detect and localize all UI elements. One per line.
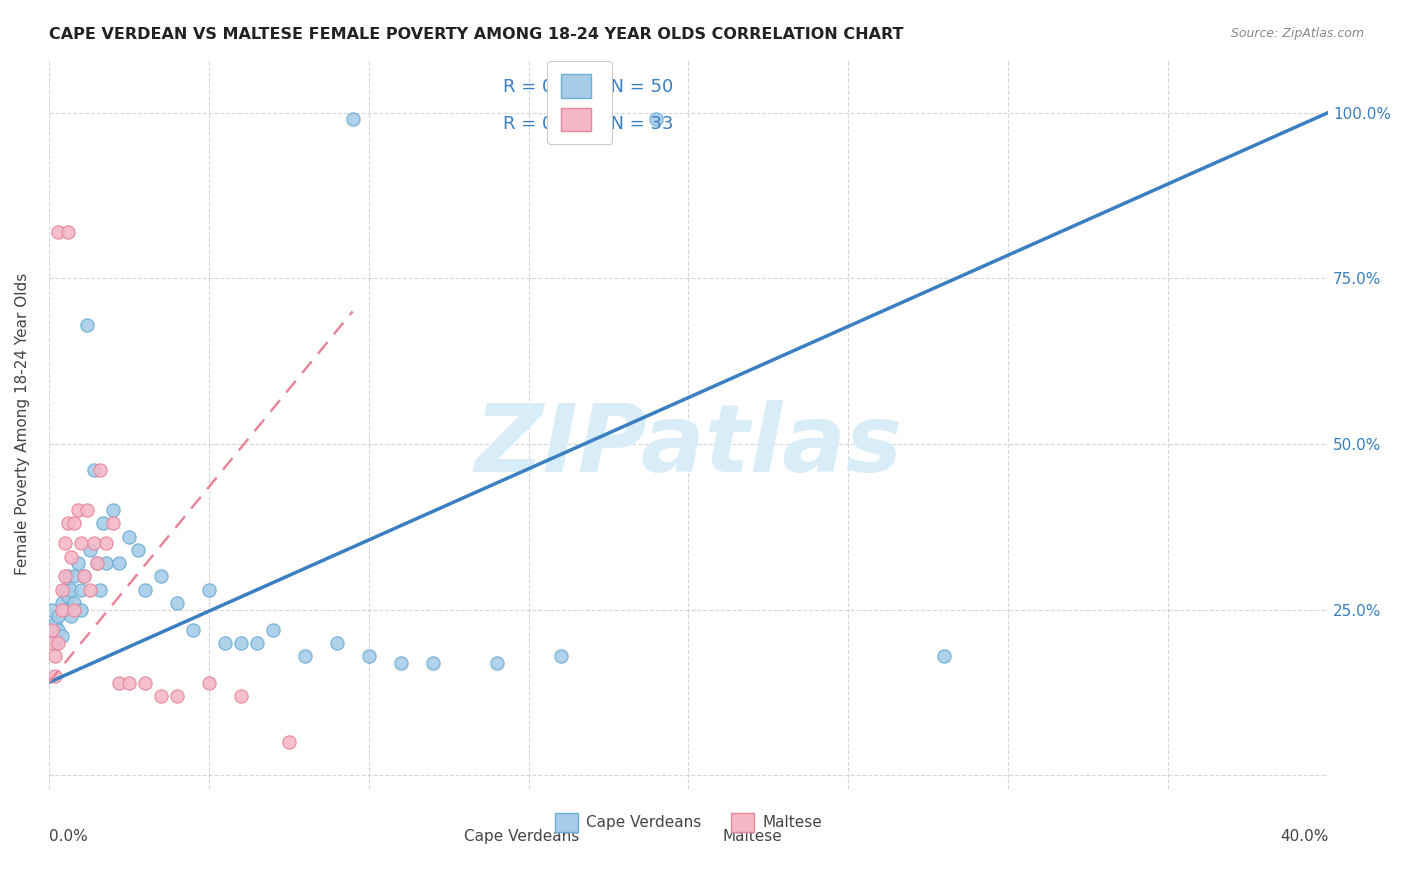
Point	[63, 602, 86, 616]
Point	[44, 636, 66, 650]
Text: Cape Verdeans: Cape Verdeans	[464, 829, 579, 844]
Point	[60, 549, 83, 564]
Point	[91, 516, 114, 531]
Point	[262, 623, 284, 637]
Point	[294, 648, 316, 663]
Point	[73, 569, 96, 583]
Point	[108, 675, 131, 690]
Point	[134, 582, 156, 597]
Point	[101, 503, 124, 517]
Point	[96, 536, 118, 550]
Point	[66, 556, 89, 570]
Text: Source: ZipAtlas.com: Source: ZipAtlas.com	[1230, 27, 1364, 40]
Point	[41, 623, 63, 637]
Text: R = 0.370   N = 33: R = 0.370 N = 33	[503, 115, 673, 133]
Point	[56, 590, 79, 604]
Point	[166, 689, 188, 703]
Point	[197, 675, 219, 690]
Point	[550, 648, 572, 663]
Point	[51, 629, 73, 643]
Point	[325, 636, 347, 650]
Point	[41, 602, 63, 616]
Point	[46, 623, 69, 637]
Point	[46, 609, 69, 624]
Point	[63, 569, 86, 583]
Point	[53, 582, 76, 597]
Point	[79, 543, 101, 558]
Point	[342, 112, 364, 127]
Point	[41, 636, 63, 650]
Point	[66, 503, 89, 517]
Point	[51, 582, 73, 597]
Point	[118, 530, 141, 544]
Point	[127, 543, 149, 558]
Point	[389, 656, 412, 670]
Point	[56, 516, 79, 531]
Text: ZIPatlas: ZIPatlas	[474, 400, 903, 492]
Point	[83, 536, 105, 550]
Point	[229, 636, 252, 650]
Point	[645, 112, 668, 127]
Point	[46, 636, 69, 650]
Text: 40.0%: 40.0%	[1279, 829, 1329, 844]
Point	[73, 569, 96, 583]
Text: Maltese: Maltese	[723, 829, 782, 844]
Text: R = 0.570   N = 50: R = 0.570 N = 50	[503, 78, 673, 96]
Point	[181, 623, 204, 637]
Point	[69, 536, 91, 550]
Point	[63, 516, 86, 531]
Point	[934, 648, 956, 663]
Point	[89, 463, 111, 477]
Point	[46, 225, 69, 239]
Point	[53, 602, 76, 616]
Point	[149, 689, 172, 703]
Point	[44, 648, 66, 663]
Point	[96, 556, 118, 570]
Point	[44, 669, 66, 683]
Point	[44, 615, 66, 630]
Point	[86, 556, 108, 570]
Point	[89, 582, 111, 597]
Point	[197, 582, 219, 597]
Point	[76, 503, 98, 517]
Point	[229, 689, 252, 703]
Point	[149, 569, 172, 583]
Point	[56, 569, 79, 583]
Point	[108, 556, 131, 570]
Point	[41, 623, 63, 637]
Point	[60, 582, 83, 597]
Point	[118, 675, 141, 690]
Point	[166, 596, 188, 610]
Legend: Cape Verdeans, Maltese: Cape Verdeans, Maltese	[547, 805, 830, 839]
Text: CAPE VERDEAN VS MALTESE FEMALE POVERTY AMONG 18-24 YEAR OLDS CORRELATION CHART: CAPE VERDEAN VS MALTESE FEMALE POVERTY A…	[49, 27, 904, 42]
Point	[357, 648, 380, 663]
Point	[69, 602, 91, 616]
Point	[60, 609, 83, 624]
Point	[69, 582, 91, 597]
Point	[51, 596, 73, 610]
Y-axis label: Female Poverty Among 18-24 Year Olds: Female Poverty Among 18-24 Year Olds	[15, 273, 30, 575]
Point	[53, 569, 76, 583]
Point	[277, 735, 299, 749]
Point	[246, 636, 269, 650]
Point	[485, 656, 508, 670]
Point	[83, 463, 105, 477]
Point	[53, 536, 76, 550]
Point	[63, 596, 86, 610]
Point	[86, 556, 108, 570]
Point	[56, 225, 79, 239]
Point	[214, 636, 236, 650]
Point	[79, 582, 101, 597]
Point	[76, 318, 98, 332]
Point	[422, 656, 444, 670]
Point	[101, 516, 124, 531]
Text: 0.0%: 0.0%	[49, 829, 87, 844]
Point	[134, 675, 156, 690]
Point	[51, 602, 73, 616]
